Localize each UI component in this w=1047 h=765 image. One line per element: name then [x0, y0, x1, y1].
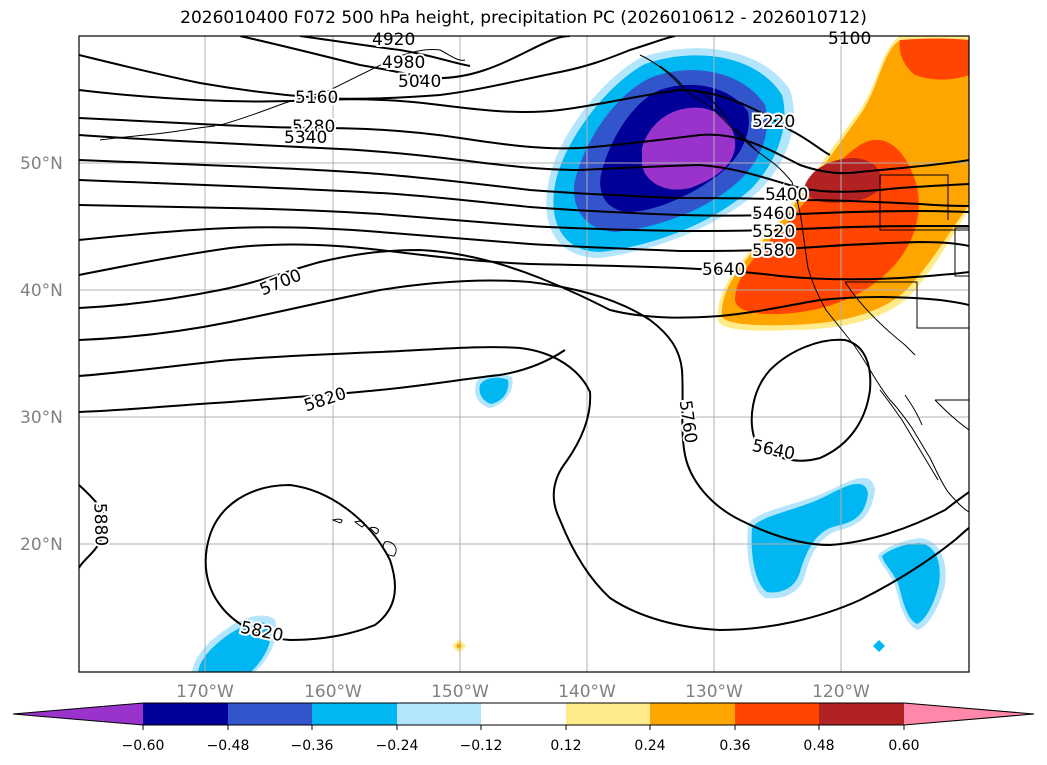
colorbar-tick-neg036: −0.36 [291, 738, 334, 754]
lon-label-130w: 130°W [685, 682, 743, 702]
contour-label-5220: 5220 [752, 112, 795, 132]
contour-5340 [79, 134, 969, 193]
colorbar-tick-pos060: 0.60 [888, 738, 919, 754]
plot-area [79, 36, 969, 672]
contour-5520 [79, 204, 969, 233]
contour-5280 [79, 117, 969, 175]
longitude-labels: 170°W 160°W 150°W 140°W 130°W 120°W [176, 682, 870, 702]
contour-5460 [79, 179, 969, 217]
contour-5880 [79, 484, 107, 569]
contour-5640-cutoff [750, 338, 872, 462]
contour-label-5580: 5580 [752, 241, 795, 261]
contour-label-5640: 5640 [702, 260, 745, 280]
lat-label-30n: 30°N [20, 408, 63, 428]
contour-label-5400: 5400 [765, 185, 808, 205]
contour-5100 [79, 36, 676, 100]
colorbar-bin-neg024 [312, 703, 397, 725]
colorbar-tick-neg012: −0.12 [460, 738, 503, 754]
colorbar-tick-neg024: −0.24 [376, 738, 419, 754]
contour-label-5100: 5100 [828, 29, 871, 49]
contour-label-5160: 5160 [295, 88, 338, 108]
contour-label-5340: 5340 [284, 128, 327, 148]
contour-5760 [79, 279, 969, 547]
contour-5040 [239, 36, 571, 80]
contour-5820-west [79, 349, 566, 413]
colorbar-tick-pos012: 0.12 [550, 738, 581, 754]
contour-label-5280: 5280 [292, 117, 335, 137]
colorbar-tick-neg048: −0.48 [207, 738, 250, 754]
height-contours [79, 36, 969, 642]
precip-negative-subtropical [192, 374, 946, 672]
colorbar-extend-low [13, 703, 143, 725]
contour-5220 [79, 88, 831, 156]
gridlines [79, 36, 969, 672]
contour-label-5460: 5460 [752, 204, 795, 224]
contour-5640 [79, 243, 969, 281]
contour-label-4920: 4920 [372, 30, 415, 50]
colorbar-tick-pos036: 0.36 [719, 738, 750, 754]
colorbar-bin-neg012 [397, 703, 481, 725]
lat-label-40n: 40°N [20, 281, 63, 301]
colorbar-extend-high [904, 703, 1034, 725]
lon-label-170w: 170°W [176, 682, 234, 702]
colorbar-bin-neutral [481, 703, 566, 725]
contour-label-5880: 5880 [89, 503, 110, 547]
lon-label-120w: 120°W [812, 682, 870, 702]
contour-label-4980: 4980 [382, 53, 425, 73]
contour-5580 [79, 226, 969, 253]
colorbar-bin-pos036 [735, 703, 819, 725]
colorbar-tick-pos048: 0.48 [803, 738, 834, 754]
colorbar-bin-pos012 [566, 703, 650, 725]
map-title: 2026010400 F072 500 hPa height, precipit… [180, 8, 867, 28]
contour-label-5520: 5520 [752, 222, 795, 242]
lon-label-140w: 140°W [558, 682, 616, 702]
contour-5820-hawaii [204, 483, 396, 642]
lat-label-50n: 50°N [20, 154, 63, 174]
colorbar-tick-pos024: 0.24 [634, 738, 665, 754]
contour-5400 [79, 159, 969, 207]
latitude-labels: 50°N 40°N 30°N 20°N [20, 154, 63, 555]
colorbar-bin-pos048 [819, 703, 904, 725]
contour-5820 [79, 346, 969, 632]
lon-label-150w: 150°W [431, 682, 489, 702]
colorbar-tick-neg060: −0.60 [122, 738, 165, 754]
colorbar: −0.60 −0.48 −0.36 −0.24 −0.12 0.12 0.24 … [12, 702, 1035, 754]
plot-frame [78, 35, 970, 673]
lon-label-160w: 160°W [304, 682, 362, 702]
contour-4980 [299, 36, 471, 67]
lat-label-20n: 20°N [20, 535, 63, 555]
colorbar-bin-pos024 [650, 703, 735, 725]
contour-label-5040: 5040 [398, 72, 441, 92]
colorbar-bin-neg036 [228, 703, 312, 725]
colorbar-bin-neg048 [143, 703, 228, 725]
